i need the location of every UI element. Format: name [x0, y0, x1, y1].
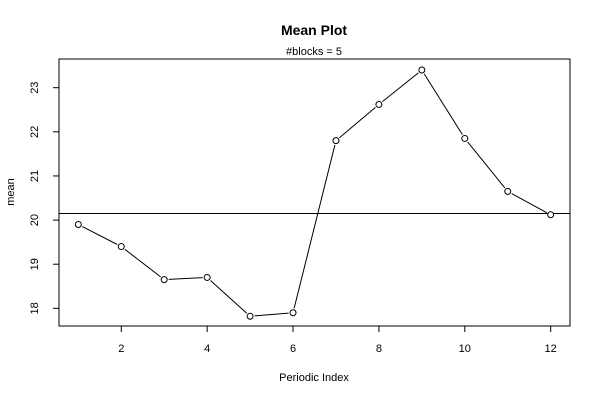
data-point [203, 273, 211, 281]
y-tick-label: 21 [29, 170, 41, 182]
data-point [547, 211, 555, 219]
y-tick-label: 22 [29, 126, 41, 138]
plot-frame [58, 58, 571, 327]
series-segment [511, 193, 547, 214]
x-tick-label: 6 [290, 343, 296, 355]
series-segment [82, 226, 118, 245]
y-tick-label: 20 [29, 214, 41, 226]
chart-title: Mean Plot [281, 22, 347, 38]
data-point [461, 134, 469, 142]
data-point [74, 220, 82, 228]
chart-subtitle: #blocks = 5 [286, 46, 342, 58]
y-tick-label: 18 [29, 302, 41, 314]
series-segment [339, 106, 376, 139]
x-axis-label: Periodic Index [279, 372, 349, 384]
series-segment [210, 280, 248, 314]
series-segment [254, 312, 289, 317]
x-tick-label: 2 [118, 343, 124, 355]
y-axis-label: mean [5, 178, 17, 206]
data-point [246, 312, 254, 320]
x-tick-label: 8 [376, 343, 382, 355]
y-axis: 18 19 20 21 22 23 [29, 82, 59, 314]
series-segment [124, 248, 161, 278]
x-tick-label: 4 [204, 343, 210, 355]
x-axis: 2 4 6 8 10 12 [118, 326, 557, 355]
data-point [332, 137, 340, 145]
data-point [160, 276, 168, 284]
data-point [418, 66, 426, 74]
data-point [504, 187, 512, 195]
data-point [289, 309, 297, 317]
series-segment [467, 141, 506, 189]
y-tick-label: 23 [29, 82, 41, 94]
data-point [375, 100, 383, 108]
data-point [117, 243, 125, 251]
series-segment [382, 72, 419, 103]
series-layer [74, 66, 555, 320]
y-tick-label: 19 [29, 258, 41, 270]
x-tick-label: 10 [459, 343, 471, 355]
series-segment [168, 277, 203, 280]
series-segment [293, 144, 336, 309]
series-segment [423, 73, 463, 135]
x-tick-label: 12 [545, 343, 557, 355]
